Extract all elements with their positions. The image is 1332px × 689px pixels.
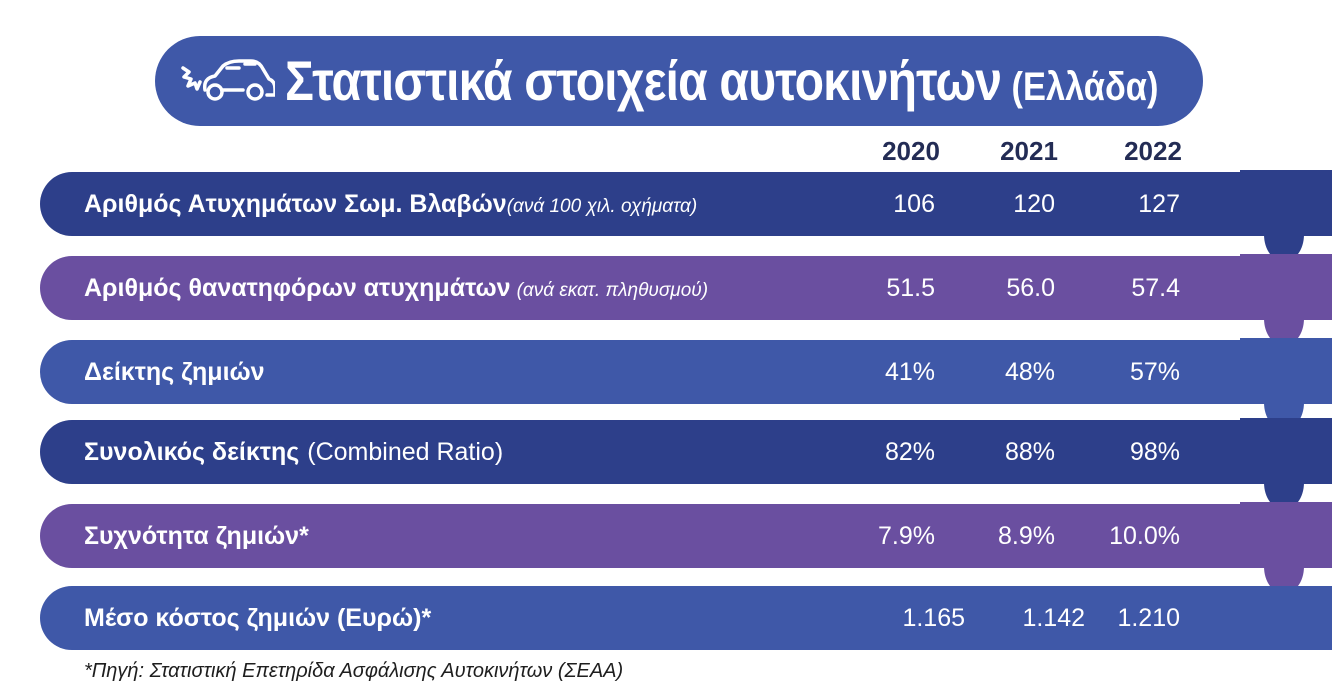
row-label: Συνολικός δείκτης (Combined Ratio) bbox=[84, 438, 504, 466]
row-label: Αριθμός Ατυχημάτων Σωμ. Βλαβών(ανά 100 χ… bbox=[84, 190, 698, 218]
year-header-2022: 2022 bbox=[1124, 136, 1182, 166]
title-banner: Στατιστικά στοιχεία αυτοκινήτων (Ελλάδα) bbox=[155, 36, 1203, 126]
value-2020: 106 bbox=[893, 190, 935, 218]
value-2021: 48% bbox=[1004, 358, 1055, 386]
value-2021: 88% bbox=[1004, 438, 1055, 466]
row-note: (ανά εκατ. πληθυσμού) bbox=[516, 280, 709, 301]
value-2022: 57% bbox=[1129, 358, 1180, 386]
row-label: Δείκτης ζημιών bbox=[84, 358, 265, 386]
value-2022: 98% bbox=[1129, 438, 1180, 466]
row-note: (ανά 100 χιλ. οχήματα) bbox=[506, 196, 698, 217]
stat-row-injury-accidents: Αριθμός Ατυχημάτων Σωμ. Βλαβών(ανά 100 χ… bbox=[40, 172, 1332, 236]
year-header-2020: 2020 bbox=[882, 136, 940, 166]
stat-row-fatal-accidents: Αριθμός θανατηφόρων ατυχημάτων (ανά εκατ.… bbox=[40, 256, 1332, 320]
value-2021: 8.9% bbox=[998, 522, 1055, 550]
stat-row-claim-frequency: Συχνότητα ζημιών* 7.9% 8.9% 10.0% bbox=[40, 504, 1332, 568]
row-label: Μέσο κόστος ζημιών (Ευρώ)* bbox=[84, 604, 432, 632]
year-header-2021: 2021 bbox=[1000, 136, 1058, 166]
row-label: Συχνότητα ζημιών* bbox=[84, 522, 309, 550]
page-subtitle: (Ελλάδα) bbox=[1011, 65, 1159, 109]
value-2022: 127 bbox=[1138, 190, 1180, 218]
value-2022: 10.0% bbox=[1109, 522, 1180, 550]
row-label: Αριθμός θανατηφόρων ατυχημάτων (ανά εκατ.… bbox=[84, 274, 709, 302]
row-note: (Combined Ratio) bbox=[307, 438, 504, 466]
value-2021: 120 bbox=[1013, 190, 1055, 218]
stat-row-loss-ratio: Δείκτης ζημιών 41% 48% 57% bbox=[40, 340, 1332, 404]
value-2020: 7.9% bbox=[878, 522, 935, 550]
source-footnote: *Πηγή: Στατιστική Επετηρίδα Ασφάλισης Αυ… bbox=[84, 660, 624, 682]
stat-row-combined-ratio: Συνολικός δείκτης (Combined Ratio) 82% 88… bbox=[40, 420, 1332, 484]
value-2020: 82% bbox=[884, 438, 935, 466]
value-2020: 51.5 bbox=[886, 274, 935, 302]
value-2020: 41% bbox=[884, 358, 935, 386]
value-2021: 1.142 bbox=[1022, 604, 1085, 632]
row-connectors bbox=[1240, 170, 1332, 636]
value-2022: 1.210 bbox=[1117, 604, 1180, 632]
value-2021: 56.0 bbox=[1006, 274, 1055, 302]
value-2022: 57.4 bbox=[1131, 274, 1180, 302]
stat-row-average-claim-cost: Μέσο κόστος ζημιών (Ευρώ)* 1.165 1.142 1… bbox=[40, 586, 1332, 650]
page-title: Στατιστικά στοιχεία αυτοκινήτων (Ελλάδα) bbox=[285, 49, 1159, 112]
value-2020: 1.165 bbox=[902, 604, 965, 632]
car-crash-icon bbox=[181, 59, 275, 101]
